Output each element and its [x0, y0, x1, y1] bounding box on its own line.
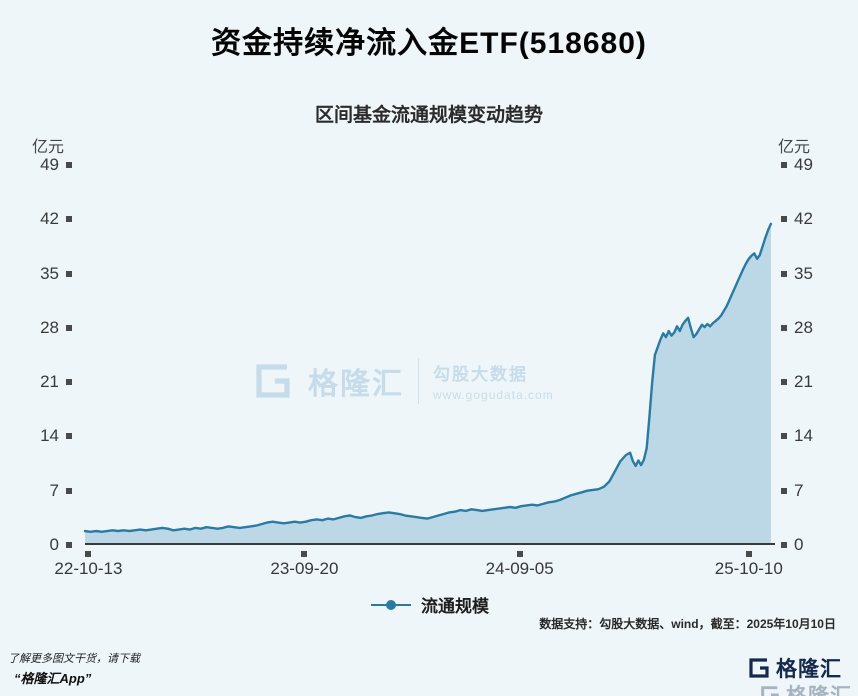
y-tick-right: 49	[777, 155, 855, 175]
brand-logo-text: 格隆汇	[786, 680, 852, 696]
y-tick-left: 14	[0, 426, 78, 446]
y-tick-label: 35	[794, 263, 813, 283]
y-tick-label: 28	[40, 317, 59, 337]
data-source-note: 数据支持：勾股大数据、wind，截至：2025年10月10日	[539, 617, 836, 631]
plot-area	[83, 165, 775, 545]
y-tick-label: 49	[40, 155, 59, 174]
brand-logo: 格隆汇	[747, 653, 842, 683]
y-tick-mark	[781, 162, 787, 168]
y-tick-right: 14	[777, 426, 855, 446]
y-tick-mark	[66, 162, 72, 168]
y-unit-right: 亿元	[778, 139, 811, 156]
x-tick-label: 24-09-05	[485, 559, 554, 578]
y-tick-mark	[66, 542, 72, 548]
y-unit-left: 亿元	[32, 139, 65, 156]
y-tick-mark	[66, 433, 72, 440]
y-tick-mark	[781, 324, 787, 331]
brand-logo-text: 格隆汇	[776, 658, 842, 681]
legend-marker-icon	[371, 599, 411, 610]
gelonghui-logo-icon	[749, 658, 769, 678]
y-tick-mark	[781, 487, 787, 494]
y-tick-label: 21	[40, 372, 59, 392]
y-tick-label: 14	[40, 426, 59, 446]
y-tick-mark	[66, 216, 72, 223]
y-axis-right: 0 7 14 21 28 35 42 49	[777, 155, 855, 554]
y-tick-label: 0	[49, 535, 59, 554]
y-tick-label: 7	[49, 480, 59, 500]
brand-logo-shadow: 格隆汇	[759, 680, 852, 696]
y-tick-left: 0	[0, 535, 78, 555]
series-area	[85, 223, 771, 545]
y-tick-label: 35	[40, 263, 59, 283]
y-tick-mark	[66, 324, 72, 331]
y-tick-right: 28	[777, 318, 855, 338]
chart-title: 区间基金流通规模变动趋势	[314, 105, 543, 126]
y-tick-mark	[781, 433, 787, 440]
y-tick-label: 49	[794, 155, 813, 174]
x-tick-label: 25-10-10	[714, 559, 783, 578]
y-tick-label: 28	[794, 317, 813, 337]
y-tick-right: 0	[777, 535, 855, 555]
y-axis-left: 0 7 14 21 28 35 42 49	[0, 155, 78, 554]
y-tick-left: 35	[0, 264, 78, 284]
y-tick-mark	[66, 487, 72, 494]
y-tick-mark	[66, 270, 72, 277]
y-tick-mark	[781, 542, 787, 548]
series-line	[83, 222, 773, 533]
x-tick-mark	[301, 551, 308, 557]
legend-label: 流通规模	[421, 597, 489, 616]
y-tick-mark	[781, 216, 787, 223]
y-tick-left: 7	[0, 481, 78, 501]
y-tick-mark	[781, 270, 787, 277]
legend-dot	[386, 599, 396, 610]
y-tick-left: 21	[0, 372, 78, 392]
gelonghui-logo-icon	[761, 686, 779, 696]
x-tick-label: 23-09-20	[270, 559, 339, 578]
y-tick-left: 42	[0, 209, 78, 229]
y-tick-mark	[781, 379, 787, 386]
y-tick-label: 42	[40, 209, 59, 229]
x-tick-mark	[85, 551, 92, 557]
y-tick-label: 0	[794, 535, 804, 554]
footer-promo-line2: “格隆汇App”	[14, 671, 92, 686]
legend: 流通规模	[0, 592, 858, 617]
y-tick-label: 42	[794, 209, 813, 229]
y-tick-right: 21	[777, 372, 855, 392]
y-tick-label: 7	[794, 480, 804, 500]
y-tick-right: 7	[777, 481, 855, 501]
chart-svg	[83, 222, 775, 545]
footer-promo-line1: 了解更多图文干货，请下载	[8, 653, 140, 665]
y-tick-left: 49	[0, 155, 78, 175]
y-tick-label: 14	[794, 426, 813, 446]
x-axis: 22-10-13 23-09-20 24-09-05 25-10-10	[54, 545, 783, 587]
y-tick-right: 35	[777, 264, 855, 284]
x-tick-mark	[745, 551, 752, 557]
page-title: 资金持续净流入金ETF(518680)	[211, 27, 647, 60]
y-tick-left: 28	[0, 318, 78, 338]
y-tick-mark	[66, 379, 72, 386]
x-tick-label: 22-10-13	[54, 559, 123, 578]
y-tick-right: 42	[777, 209, 855, 229]
x-tick-mark	[516, 551, 523, 557]
y-tick-label: 21	[794, 372, 813, 392]
